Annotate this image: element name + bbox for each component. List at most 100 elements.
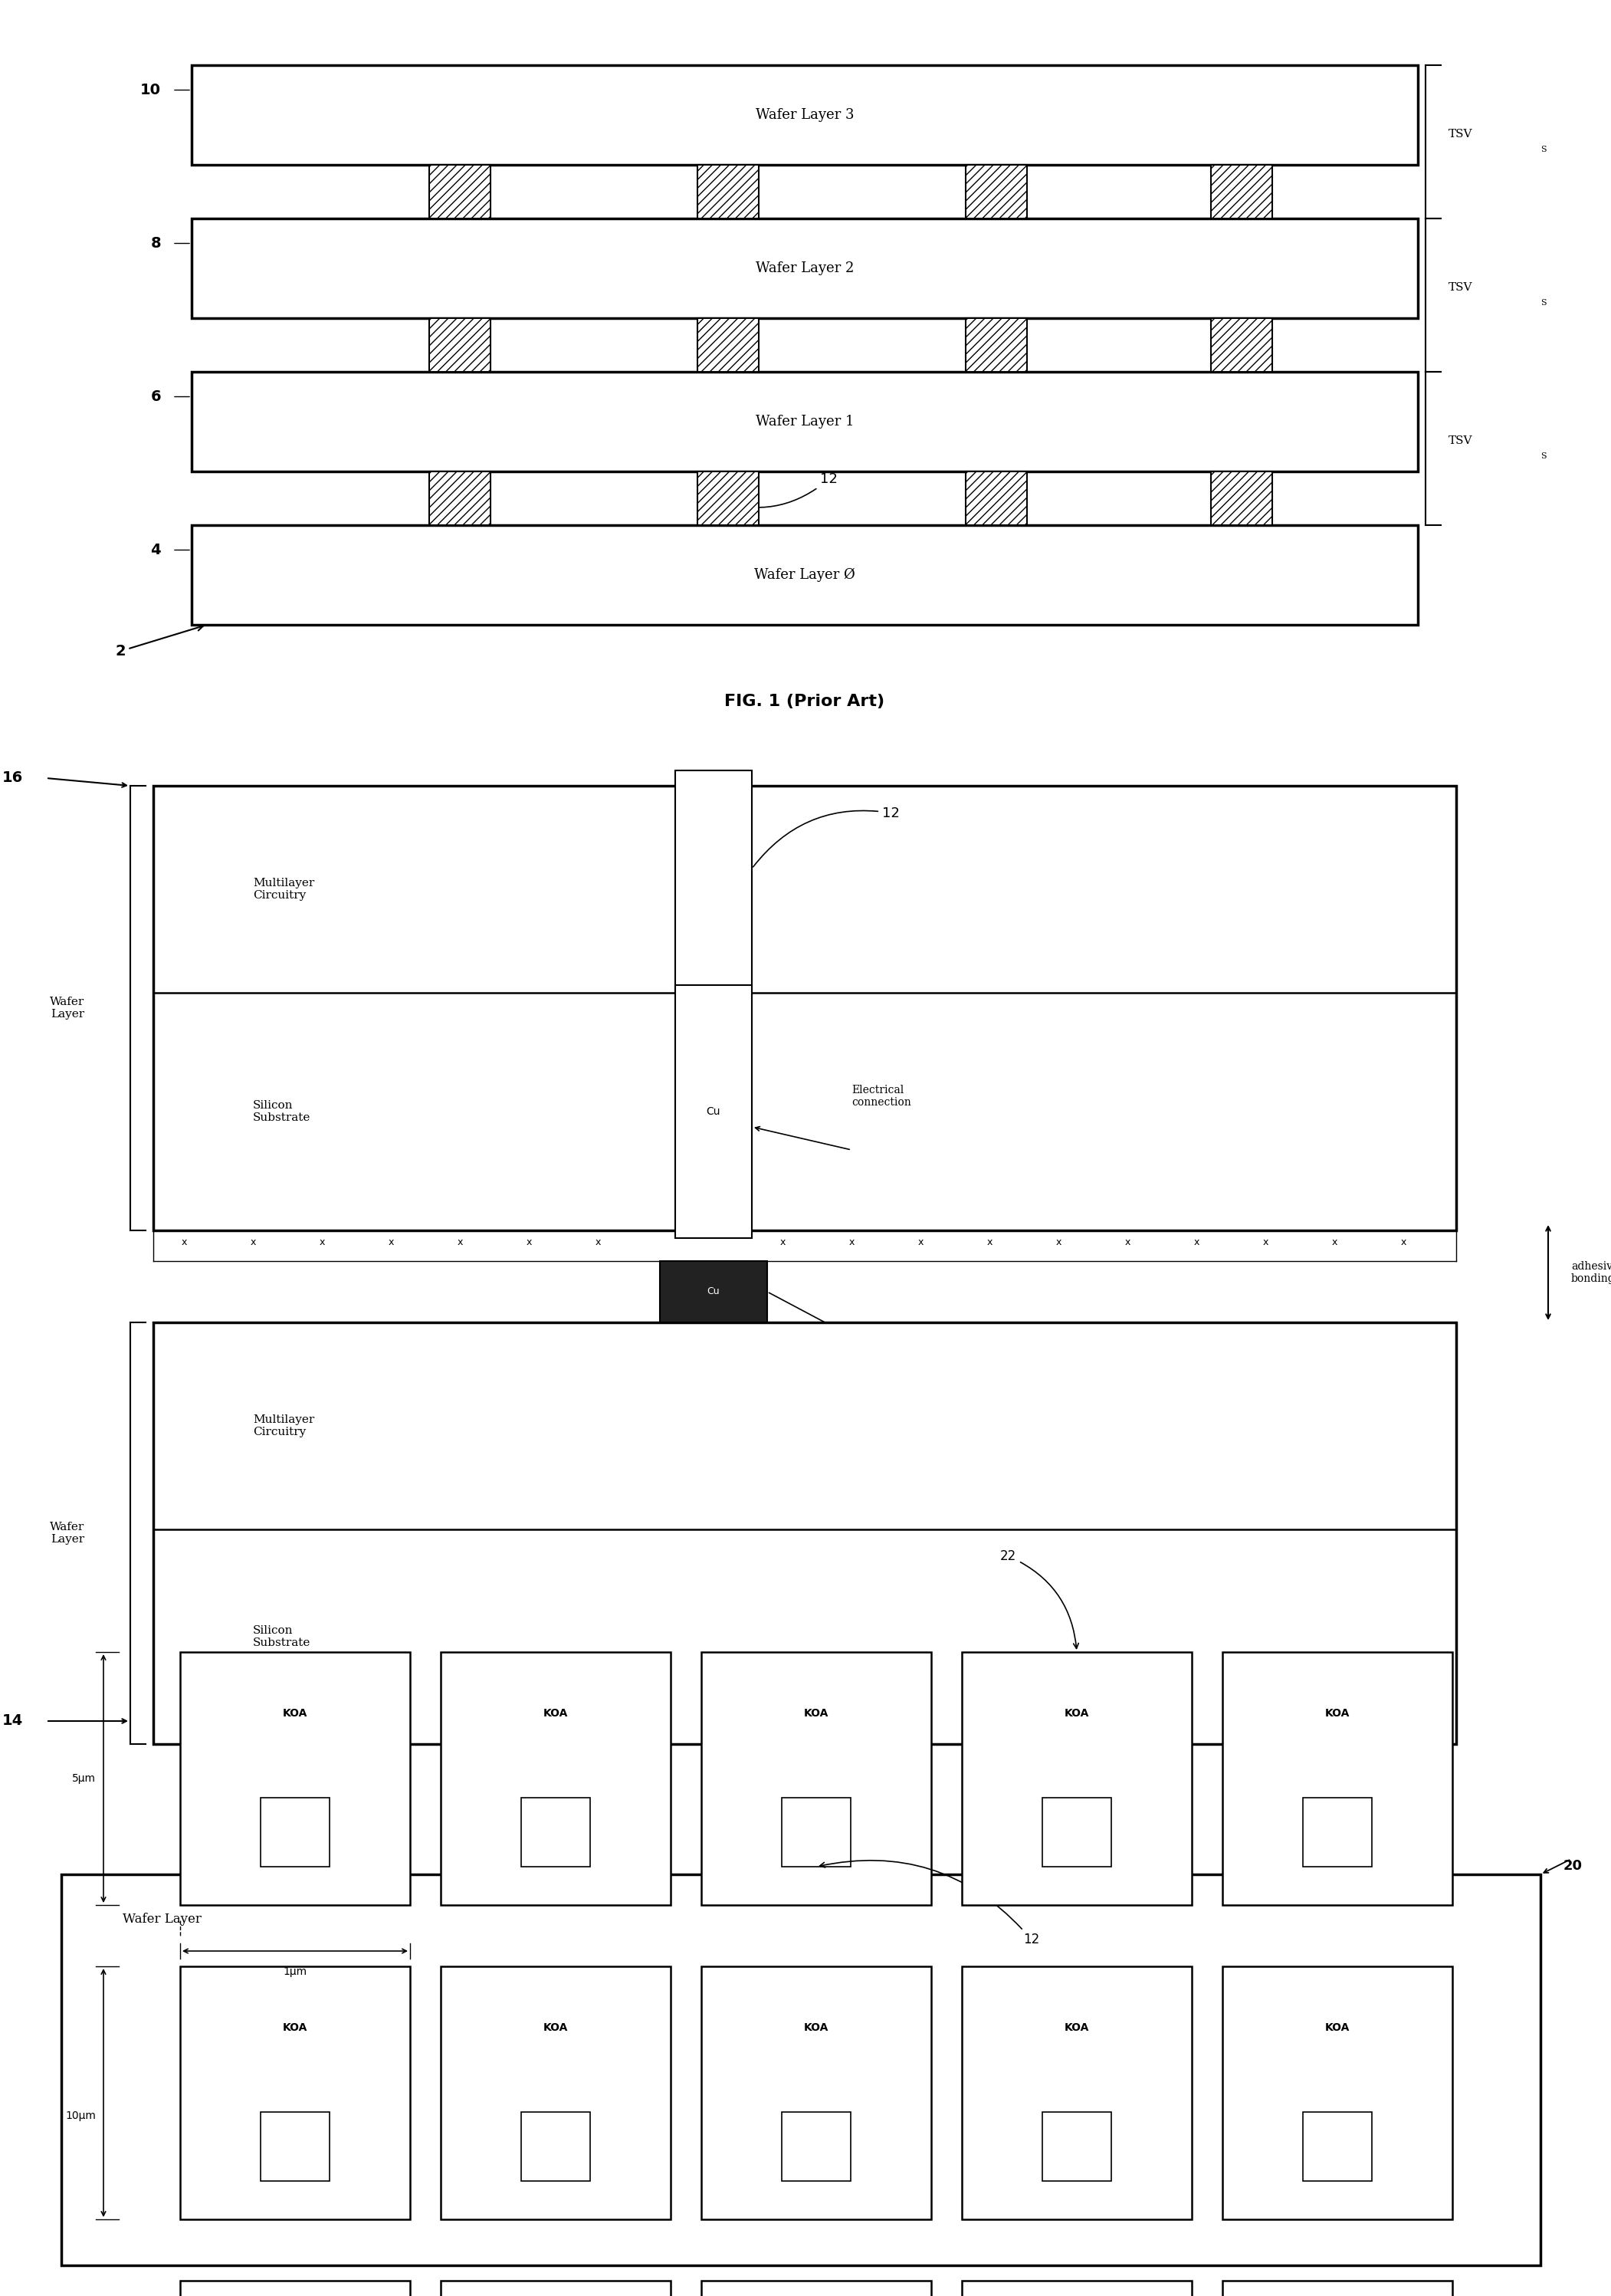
Text: KOA: KOA	[543, 2023, 569, 2032]
Text: x: x	[1400, 1238, 1406, 1247]
Text: x: x	[849, 1238, 854, 1247]
Text: 4: 4	[150, 542, 161, 558]
Bar	[180, 1653, 411, 1906]
Text: S: S	[1540, 298, 1547, 308]
Bar	[441, 1965, 670, 2220]
Bar	[522, 2112, 590, 2181]
Text: TSV: TSV	[1448, 129, 1472, 140]
Text: Wafer Layer Ø: Wafer Layer Ø	[754, 567, 855, 581]
Text: 5μm: 5μm	[72, 1773, 95, 1784]
Text: KOA: KOA	[1065, 1708, 1089, 1720]
Bar	[965, 165, 1026, 218]
Text: x: x	[918, 1238, 923, 1247]
Bar	[1223, 2280, 1453, 2296]
Text: x: x	[180, 1238, 187, 1247]
Text: x: x	[1055, 1238, 1062, 1247]
Bar	[1042, 1798, 1112, 1867]
Text: 16: 16	[2, 771, 23, 785]
Text: 10μm: 10μm	[64, 2110, 95, 2122]
Bar	[153, 785, 1456, 1231]
Bar	[429, 471, 490, 526]
Text: x: x	[986, 1238, 992, 1247]
Bar	[1223, 1965, 1453, 2220]
Bar	[698, 471, 759, 526]
Bar	[698, 319, 759, 372]
Text: 6: 6	[150, 390, 161, 404]
Text: 14: 14	[2, 1713, 23, 1729]
Text: 20: 20	[1564, 1860, 1582, 1874]
Text: 10: 10	[140, 83, 161, 96]
Text: 1μm: 1μm	[284, 1965, 308, 1977]
Bar	[962, 2280, 1192, 2296]
Text: x: x	[527, 1238, 532, 1247]
Text: 12: 12	[820, 1860, 1039, 1947]
Bar	[675, 771, 752, 992]
Text: KOA: KOA	[804, 1708, 828, 1720]
Text: Electrical
connection: Electrical connection	[852, 1084, 912, 1109]
Bar	[701, 1653, 931, 1906]
Bar	[192, 372, 1418, 471]
Text: KOA: KOA	[543, 1708, 569, 1720]
Bar	[192, 64, 1418, 165]
Text: 22: 22	[1000, 1550, 1078, 1649]
Text: 18: 18	[768, 1293, 884, 1357]
Bar	[661, 1261, 767, 1322]
Text: FIG. 1 (Prior Art): FIG. 1 (Prior Art)	[725, 693, 884, 709]
Bar	[1211, 471, 1273, 526]
Bar	[1223, 1653, 1453, 1906]
Text: Silicon
Substrate: Silicon Substrate	[253, 1626, 311, 1649]
Bar	[522, 1798, 590, 1867]
Bar	[261, 1798, 330, 1867]
Text: Multilayer
Circuitry: Multilayer Circuitry	[253, 1414, 314, 1437]
Text: x: x	[250, 1238, 256, 1247]
Text: TSV: TSV	[1448, 436, 1472, 445]
Text: x: x	[319, 1238, 325, 1247]
Text: KOA: KOA	[804, 2023, 828, 2032]
Bar	[965, 319, 1026, 372]
Text: Cu: Cu	[707, 1107, 720, 1116]
Text: x: x	[1263, 1238, 1268, 1247]
Text: Cu: Cu	[707, 1286, 720, 1297]
Bar	[781, 1798, 851, 1867]
Text: 2: 2	[114, 625, 203, 659]
Bar	[962, 1653, 1192, 1906]
Text: x: x	[458, 1238, 462, 1247]
Text: 12: 12	[754, 806, 899, 868]
Text: FIG. 2 (Prior Art): FIG. 2 (Prior Art)	[725, 1798, 884, 1814]
Text: adhesive
bonding: adhesive bonding	[1571, 1261, 1611, 1283]
Bar	[441, 1653, 670, 1906]
Bar	[429, 165, 490, 218]
Text: KOA: KOA	[1324, 2023, 1350, 2032]
Text: KOA: KOA	[1324, 1708, 1350, 1720]
Bar	[781, 2112, 851, 2181]
Text: x: x	[1124, 1238, 1131, 1247]
Text: Wafer Layer 2: Wafer Layer 2	[756, 262, 854, 276]
Text: KOA: KOA	[1065, 2023, 1089, 2032]
Bar	[1303, 1798, 1373, 1867]
Text: S: S	[1540, 145, 1547, 154]
Text: x: x	[388, 1238, 393, 1247]
Bar	[261, 2112, 330, 2181]
Text: x: x	[1332, 1238, 1337, 1247]
Bar	[192, 526, 1418, 625]
Bar	[61, 1874, 1540, 2266]
Bar	[675, 985, 752, 1238]
Bar	[1211, 165, 1273, 218]
Text: KOA: KOA	[282, 2023, 308, 2032]
Bar	[192, 218, 1418, 319]
Bar	[965, 471, 1026, 526]
Bar	[698, 165, 759, 218]
Bar	[1211, 319, 1273, 372]
Text: TSV: TSV	[1448, 282, 1472, 294]
Bar	[701, 1965, 931, 2220]
Text: x: x	[1194, 1238, 1199, 1247]
Bar	[701, 2280, 931, 2296]
Text: 12: 12	[715, 473, 838, 507]
Text: KOA: KOA	[282, 1708, 308, 1720]
Text: x: x	[780, 1238, 785, 1247]
Bar	[1042, 2112, 1112, 2181]
Text: Wafer Layer 3: Wafer Layer 3	[756, 108, 854, 122]
Text: Multilayer
Circuitry: Multilayer Circuitry	[253, 877, 314, 900]
Text: Wafer
Layer: Wafer Layer	[50, 1522, 84, 1545]
Bar	[441, 2280, 670, 2296]
